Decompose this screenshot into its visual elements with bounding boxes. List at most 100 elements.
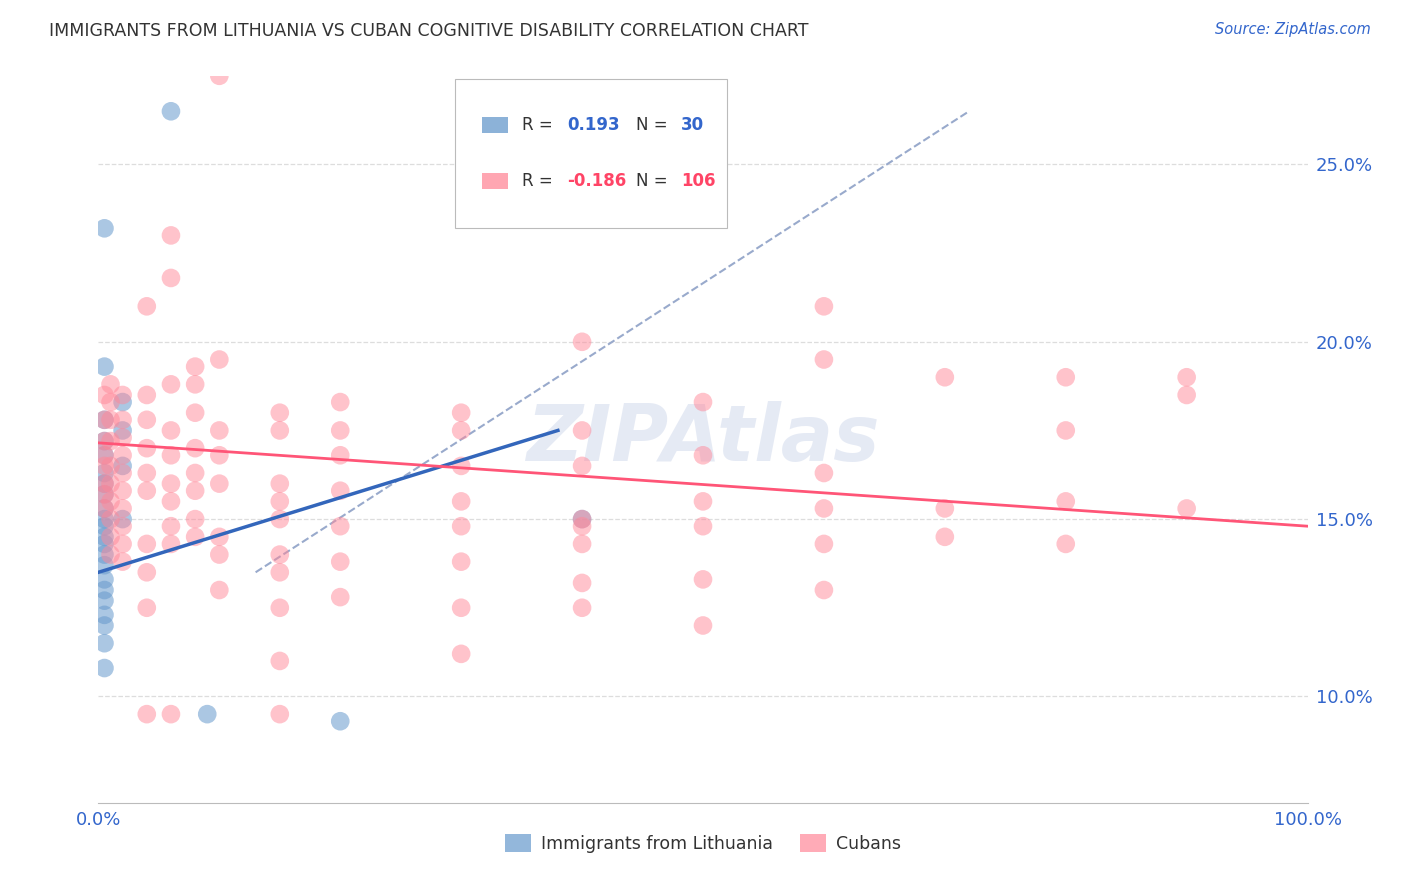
Point: [111, 458, 134, 473]
Point: [93, 413, 115, 427]
Point: [813, 537, 835, 551]
Point: [184, 377, 207, 392]
Point: [111, 431, 134, 445]
Point: [93, 448, 115, 462]
Point: [269, 476, 291, 491]
Point: [93, 476, 115, 491]
Point: [93, 618, 115, 632]
Point: [269, 424, 291, 438]
Text: IMMIGRANTS FROM LITHUANIA VS CUBAN COGNITIVE DISABILITY CORRELATION CHART: IMMIGRANTS FROM LITHUANIA VS CUBAN COGNI…: [49, 22, 808, 40]
Text: Source: ZipAtlas.com: Source: ZipAtlas.com: [1215, 22, 1371, 37]
Point: [813, 582, 835, 597]
Point: [269, 512, 291, 526]
Point: [111, 537, 134, 551]
Point: [692, 494, 714, 508]
Point: [160, 271, 183, 285]
Point: [100, 530, 122, 544]
Point: [93, 519, 115, 533]
Point: [208, 582, 231, 597]
Point: [269, 654, 291, 668]
Point: [93, 487, 115, 501]
Point: [93, 501, 115, 516]
Point: [160, 377, 183, 392]
Point: [93, 636, 115, 650]
Point: [269, 566, 291, 580]
Point: [111, 512, 134, 526]
Point: [93, 221, 115, 235]
Point: [93, 388, 115, 402]
Point: [269, 707, 291, 722]
Point: [934, 370, 956, 384]
Point: [450, 647, 472, 661]
Point: [93, 661, 115, 675]
Point: [571, 519, 593, 533]
Point: [111, 395, 134, 409]
Point: [571, 334, 593, 349]
Point: [160, 424, 183, 438]
Point: [1054, 537, 1077, 551]
Bar: [482, 117, 509, 133]
Point: [329, 519, 352, 533]
Point: [93, 582, 115, 597]
Point: [329, 555, 352, 569]
Point: [100, 512, 122, 526]
Point: [160, 448, 183, 462]
Point: [692, 448, 714, 462]
Point: [450, 600, 472, 615]
Point: [813, 466, 835, 480]
Point: [329, 424, 352, 438]
Text: 106: 106: [682, 172, 716, 190]
Point: [100, 377, 122, 392]
Point: [184, 441, 207, 455]
Point: [450, 555, 472, 569]
Point: [100, 476, 122, 491]
Point: [1054, 494, 1077, 508]
Point: [208, 530, 231, 544]
Point: [269, 406, 291, 420]
Point: [160, 519, 183, 533]
Point: [100, 434, 122, 448]
Point: [111, 483, 134, 498]
Point: [813, 299, 835, 313]
Text: N =: N =: [637, 172, 668, 190]
Point: [813, 501, 835, 516]
Point: [184, 483, 207, 498]
Point: [93, 548, 115, 562]
Point: [93, 593, 115, 607]
Point: [1175, 501, 1198, 516]
Point: [934, 530, 956, 544]
Point: [184, 359, 207, 374]
Point: [100, 395, 122, 409]
Point: [571, 537, 593, 551]
Text: -0.186: -0.186: [568, 172, 627, 190]
Point: [571, 600, 593, 615]
Point: [692, 519, 714, 533]
Point: [208, 352, 231, 367]
Point: [571, 512, 593, 526]
Point: [160, 537, 183, 551]
Point: [111, 388, 134, 402]
Point: [93, 434, 115, 448]
Point: [195, 707, 218, 722]
Point: [93, 558, 115, 573]
Point: [1175, 388, 1198, 402]
Point: [160, 228, 183, 243]
Point: [269, 494, 291, 508]
Text: N =: N =: [637, 116, 668, 134]
Point: [692, 618, 714, 632]
Point: [450, 424, 472, 438]
Point: [571, 512, 593, 526]
Point: [135, 441, 157, 455]
Point: [329, 448, 352, 462]
Point: [450, 519, 472, 533]
Point: [100, 494, 122, 508]
Point: [813, 352, 835, 367]
Point: [93, 530, 115, 544]
Point: [135, 413, 157, 427]
Point: [571, 424, 593, 438]
Point: [93, 476, 115, 491]
FancyBboxPatch shape: [456, 79, 727, 228]
Point: [934, 501, 956, 516]
Point: [1175, 370, 1198, 384]
Point: [160, 707, 183, 722]
